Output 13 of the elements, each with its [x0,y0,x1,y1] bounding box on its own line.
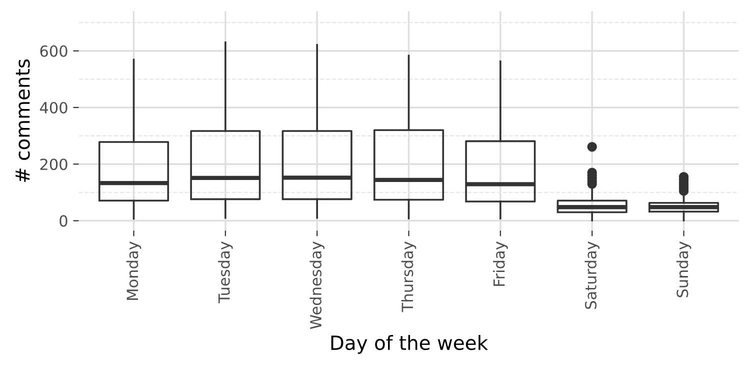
x-tick-label: Friday [493,242,508,286]
x-tick-label: Tuesday [218,242,233,304]
x-tick-label: Saturday [584,242,600,309]
y-tick-label: 0 [60,215,68,227]
y-axis-title: # comments [16,59,30,182]
x-tick-label: Thursday [401,241,416,312]
x-axis-title: Day of the week [331,335,488,354]
y-tick-label: 400 [40,102,68,114]
x-tick-label: Wednesday [310,242,324,329]
y-tick-label: 200 [40,158,68,170]
x-tick-label: Monday [126,242,142,300]
x-tick-label: Sunday [676,242,692,298]
y-tick-label: 600 [40,45,68,57]
